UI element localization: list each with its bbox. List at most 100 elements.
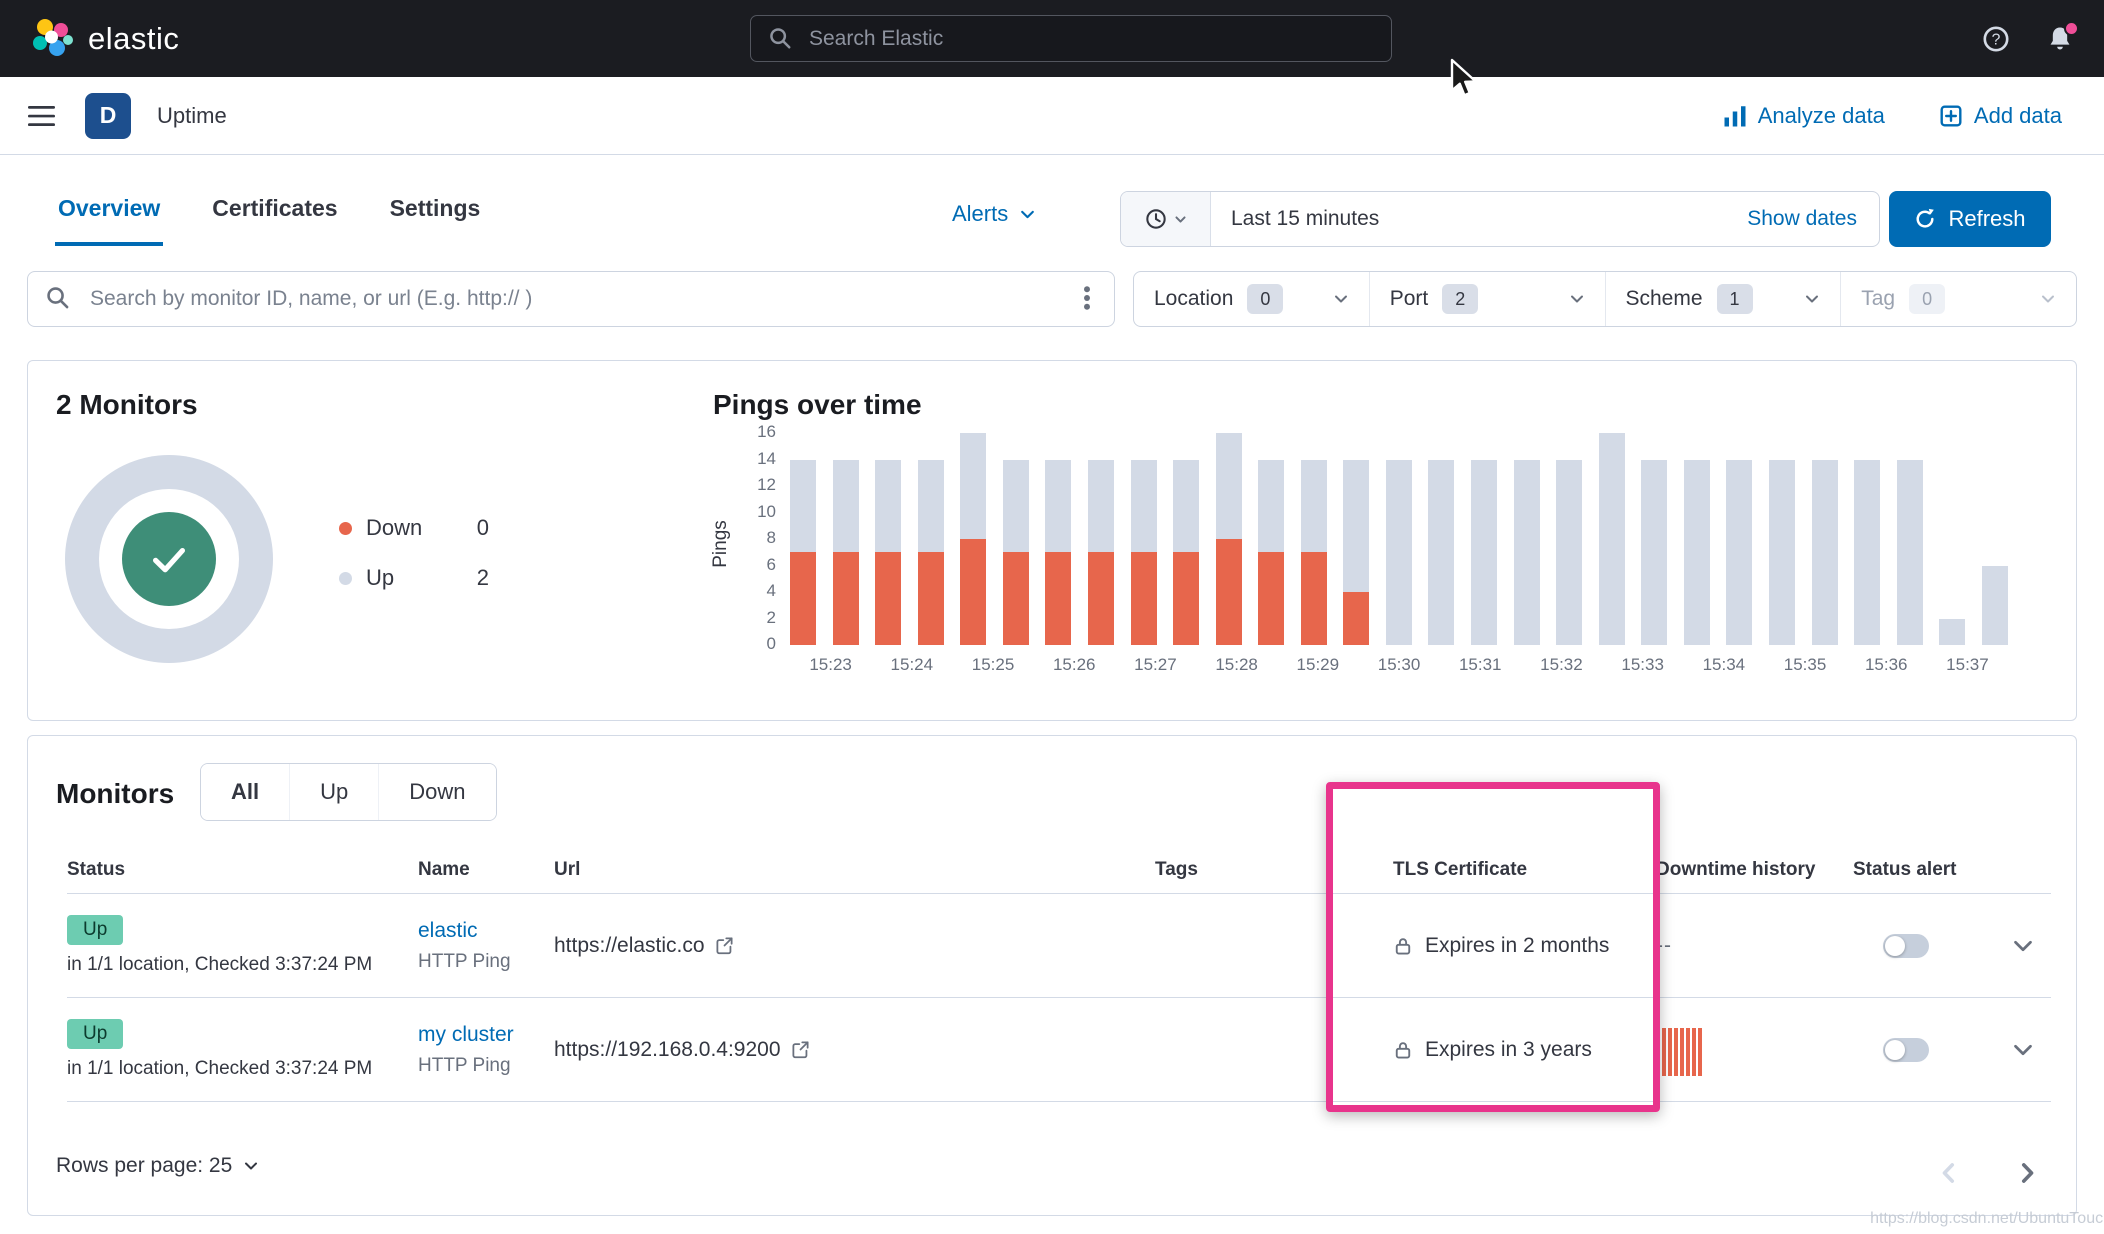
spark-bar bbox=[1686, 1027, 1690, 1076]
next-page-button[interactable] bbox=[2014, 1160, 2040, 1186]
pings-bar bbox=[1896, 459, 1923, 645]
monitors-title: Monitors bbox=[56, 778, 175, 809]
time-range-value[interactable]: Last 15 minutes bbox=[1211, 207, 1747, 231]
spark-bar bbox=[1662, 1027, 1666, 1076]
monitor-name-link[interactable]: my cluster bbox=[418, 1022, 514, 1046]
pings-bar bbox=[790, 459, 816, 645]
downtime-sparkline bbox=[1656, 1024, 1853, 1076]
monitor-name-link[interactable]: elastic bbox=[418, 918, 478, 942]
brand-name: elastic bbox=[88, 20, 180, 56]
external-link-icon bbox=[792, 1041, 809, 1059]
status-filter-down[interactable]: Down bbox=[379, 764, 496, 820]
pings-bar bbox=[917, 459, 944, 645]
y-tick-label: 12 bbox=[757, 475, 776, 494]
monitors-table-header: Status Name Url Tags TLS Certificate Downtime… bbox=[67, 854, 2051, 894]
facet-tag[interactable]: Tag 0 bbox=[1841, 272, 2076, 326]
tab-settings[interactable]: Settings bbox=[387, 195, 484, 246]
status-alert-toggle[interactable] bbox=[1883, 1037, 1929, 1062]
monitor-url[interactable]: https://elastic.co bbox=[554, 933, 705, 957]
pings-bar bbox=[1811, 459, 1838, 645]
chevron-down-icon bbox=[2014, 940, 2032, 951]
x-tick-label: 15:30 bbox=[1377, 655, 1421, 674]
chevron-down-icon bbox=[1570, 295, 1583, 303]
column-header-status: Status bbox=[67, 859, 126, 880]
expand-row-button[interactable] bbox=[2011, 1038, 2035, 1062]
chevron-right-icon bbox=[2021, 1163, 2034, 1183]
bar-up-segment bbox=[1768, 459, 1795, 645]
global-search-input[interactable] bbox=[750, 15, 1392, 62]
pings-bar bbox=[1428, 459, 1455, 645]
column-header-expand bbox=[2011, 881, 2051, 893]
external-link-icon bbox=[716, 937, 733, 955]
space-avatar[interactable]: D bbox=[85, 92, 131, 139]
bar-down-segment bbox=[1300, 552, 1327, 645]
add-data-link[interactable]: Add data bbox=[1939, 103, 2062, 129]
status-filter-all[interactable]: All bbox=[201, 764, 291, 820]
bar-up-segment bbox=[917, 459, 944, 553]
filter-facets: Location 0 Port 2 Scheme 1 Tag 0 bbox=[1133, 271, 2077, 327]
pings-bars bbox=[790, 433, 2008, 645]
bar-up-segment bbox=[1130, 459, 1157, 553]
show-dates-button[interactable]: Show dates bbox=[1747, 207, 1879, 231]
x-tick-label: 15:24 bbox=[890, 655, 934, 674]
breadcrumb[interactable]: Uptime bbox=[157, 102, 227, 128]
expand-row-button[interactable] bbox=[2011, 934, 2035, 958]
bar-up-segment bbox=[1087, 459, 1114, 553]
bar-up-segment bbox=[1811, 459, 1838, 645]
alerts-dropdown[interactable]: Alerts bbox=[952, 201, 1036, 227]
analyze-data-link[interactable]: Analyze data bbox=[1723, 103, 1885, 129]
url-cell: https://192.168.0.4:9200 bbox=[554, 1038, 1155, 1062]
hamburger-icon bbox=[28, 105, 55, 126]
pagination bbox=[1936, 1160, 2040, 1186]
bar-down-segment bbox=[1173, 552, 1200, 645]
chevron-down-icon bbox=[1806, 295, 1819, 303]
facet-port[interactable]: Port 2 bbox=[1370, 272, 1606, 326]
status-cell: Up in 1/1 location, Checked 3:37:24 PM bbox=[67, 915, 418, 976]
all-up-check-icon bbox=[122, 512, 216, 606]
pings-bar bbox=[1641, 459, 1668, 645]
spark-bar bbox=[1692, 1027, 1696, 1076]
bar-down-segment bbox=[1258, 552, 1285, 645]
bar-up-segment bbox=[1939, 618, 1966, 645]
y-tick-label: 14 bbox=[757, 448, 776, 468]
help-button[interactable]: ? bbox=[1982, 25, 2010, 53]
filter-row: Location 0 Port 2 Scheme 1 Tag 0 bbox=[0, 271, 2104, 329]
refresh-button[interactable]: Refresh bbox=[1889, 191, 2051, 247]
table-row: Up in 1/1 location, Checked 3:37:24 PM my… bbox=[67, 998, 2051, 1102]
query-menu-button[interactable] bbox=[1075, 284, 1099, 315]
status-filter-up[interactable]: Up bbox=[290, 764, 380, 820]
tab-overview[interactable]: Overview bbox=[55, 195, 164, 246]
bar-up-segment bbox=[1471, 459, 1497, 645]
pings-bar bbox=[1513, 459, 1540, 645]
menu-button[interactable] bbox=[28, 105, 55, 127]
elastic-home-button[interactable]: elastic bbox=[30, 17, 179, 61]
legend-value: 2 bbox=[476, 565, 489, 590]
x-tick-label: 15:23 bbox=[809, 655, 852, 674]
bar-down-segment bbox=[832, 552, 859, 645]
time-picker-quick-menu-button[interactable] bbox=[1121, 192, 1211, 246]
bar-up-segment bbox=[790, 459, 816, 553]
rows-per-page-button[interactable]: Rows per page: 25 bbox=[56, 1154, 259, 1178]
tab-certificates[interactable]: Certificates bbox=[209, 195, 340, 246]
bar-down-segment bbox=[1002, 552, 1029, 645]
chevron-left-icon bbox=[1942, 1163, 1955, 1183]
spark-bar bbox=[1674, 1027, 1678, 1076]
y-tick-label: 16 bbox=[757, 422, 776, 441]
monitor-status-filter: All Up Down bbox=[200, 763, 497, 821]
status-alert-toggle[interactable] bbox=[1883, 933, 1929, 958]
table-row: Up in 1/1 location, Checked 3:37:24 PM el… bbox=[67, 894, 2051, 998]
column-header-url: Url bbox=[554, 859, 581, 880]
prev-page-button[interactable] bbox=[1936, 1160, 1962, 1186]
pings-y-axis: 0 2 4 6 8 10 12 14 16 bbox=[730, 422, 776, 653]
snapshot-panel: 2 Monitors Down 0 Up 2 Pings over time P… bbox=[27, 360, 2077, 721]
facet-scheme[interactable]: Scheme 1 bbox=[1606, 272, 1842, 326]
clock-icon bbox=[1145, 209, 1166, 229]
bar-up-segment bbox=[1002, 459, 1029, 553]
bar-up-segment bbox=[1556, 459, 1583, 645]
pings-bar bbox=[1726, 459, 1753, 645]
pings-bar bbox=[1598, 433, 1625, 645]
monitor-search-input[interactable] bbox=[27, 271, 1115, 327]
facet-location[interactable]: Location 0 bbox=[1134, 272, 1370, 326]
monitor-url[interactable]: https://192.168.0.4:9200 bbox=[554, 1037, 781, 1061]
notifications-button[interactable] bbox=[2046, 20, 2079, 53]
